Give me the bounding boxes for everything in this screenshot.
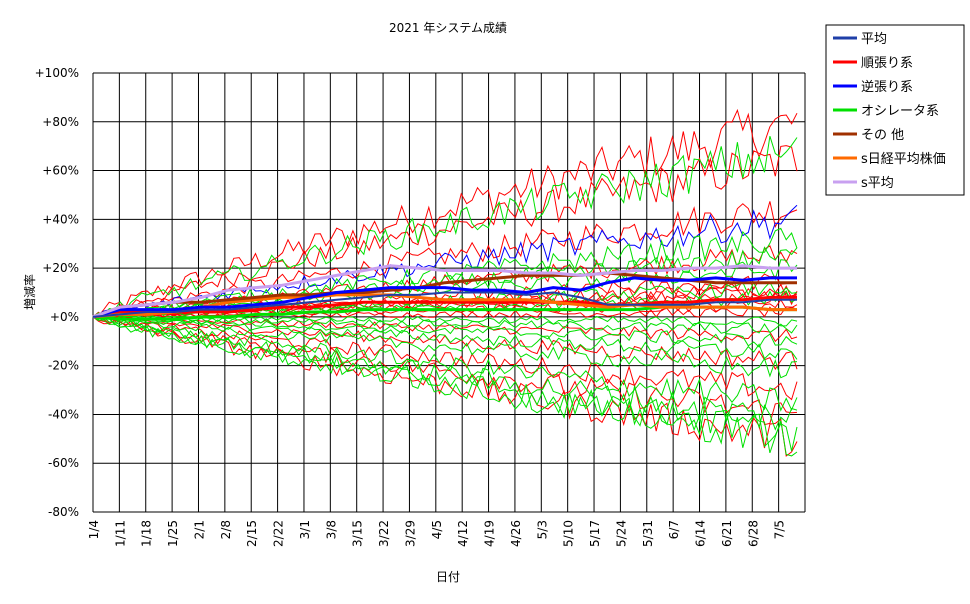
y-tick-label-8: -60% <box>48 456 79 470</box>
background-line-oscillator_system-13 <box>92 316 798 457</box>
x-tick-label-18: 5/10 <box>562 520 576 547</box>
background-line-trend_system-13 <box>92 314 798 426</box>
background-line-oscillator_system-0 <box>92 136 798 318</box>
y-tick-label-5: +0% <box>50 310 79 324</box>
main-series <box>92 264 797 321</box>
chart-title: 2021 年システム成績 <box>389 21 507 35</box>
series-line-5 <box>92 293 797 319</box>
legend-label-4: その 他 <box>861 128 904 143</box>
y-tick-label-9: -80% <box>48 505 79 519</box>
series-line-0 <box>92 291 797 318</box>
y-tick-label-6: -20% <box>48 359 79 373</box>
x-tick-label-21: 5/31 <box>641 520 655 547</box>
x-axis-ticks: 1/4 1/11 1/18 1/25 2/1 2/8 2/15 2/22 3/1 3/8 3/15 3… <box>87 520 787 547</box>
x-tick-label-24: 6/21 <box>720 520 734 547</box>
background-line-trend_system-0 <box>92 108 798 318</box>
x-tick-label-13: 4/5 <box>430 520 444 539</box>
x-tick-label-1: 1/11 <box>113 520 127 547</box>
y-tick-label-1: +80% <box>42 115 79 129</box>
background-line-oscillator_system-9 <box>92 315 798 360</box>
legend-label-5: s日経平均株価 <box>861 152 946 167</box>
x-tick-label-17: 5/3 <box>535 520 549 539</box>
x-tick-label-6: 2/15 <box>245 520 259 547</box>
y-tick-label-0: +100% <box>35 66 79 80</box>
x-tick-label-3: 1/25 <box>166 520 180 547</box>
background-line-oscillator_system-7 <box>92 315 798 334</box>
x-tick-label-7: 2/22 <box>272 520 286 547</box>
y-tick-label-3: +40% <box>42 212 79 226</box>
y-tick-label-7: -40% <box>48 407 79 421</box>
legend-label-3: オシレータ系 <box>861 104 939 119</box>
x-tick-label-16: 4/26 <box>509 520 523 547</box>
x-tick-label-19: 5/17 <box>588 520 602 547</box>
x-tick-label-4: 2/1 <box>192 520 206 539</box>
background-line-oscillator_system-10 <box>92 314 798 379</box>
x-tick-label-15: 4/19 <box>483 520 497 547</box>
series-line-2 <box>92 276 797 319</box>
x-tick-label-26: 7/5 <box>773 520 787 539</box>
x-tick-label-23: 6/14 <box>694 520 708 547</box>
background-line-trend_system-14 <box>92 316 798 457</box>
y-tick-label-4: +20% <box>42 261 79 275</box>
legend-label-1: 順張り系 <box>861 56 913 71</box>
background-line-oscillator_system-6 <box>92 315 798 327</box>
series-line-1 <box>92 295 797 319</box>
x-tick-label-11: 3/22 <box>377 520 391 547</box>
x-tick-label-5: 2/8 <box>219 520 233 539</box>
x-tick-label-20: 5/24 <box>614 520 628 547</box>
x-tick-label-14: 4/12 <box>456 520 470 547</box>
legend-label-6: s平均 <box>861 176 894 191</box>
y-axis-label: 増減率 <box>22 274 37 310</box>
grid <box>92 72 806 513</box>
x-tick-label-2: 1/18 <box>140 520 154 547</box>
x-tick-label-9: 3/8 <box>324 520 338 539</box>
y-tick-label-2: +60% <box>42 164 79 178</box>
x-tick-label-8: 3/1 <box>298 520 312 539</box>
legend-label-2: 逆張り系 <box>861 79 913 95</box>
background-line-trend_system-10 <box>92 315 798 343</box>
x-axis-label: 日付 <box>436 570 460 584</box>
background-line-oscillator_system-8 <box>92 315 798 348</box>
x-tick-label-22: 6/7 <box>667 520 681 539</box>
background-line-oscillator_system-11 <box>93 316 798 412</box>
series-line-6 <box>92 264 797 319</box>
x-tick-label-10: 3/15 <box>351 520 365 547</box>
background-line-oscillator_system-14 <box>92 316 798 452</box>
x-tick-label-0: 1/4 <box>87 520 101 539</box>
legend-label-0: 平均 <box>861 32 887 47</box>
x-tick-label-12: 3/29 <box>403 520 417 547</box>
x-tick-label-25: 6/28 <box>746 520 760 547</box>
background-line-trend_system-1 <box>92 145 798 318</box>
y-axis-ticks: +100% +80% +60% +40% +20% +0% -20% -40% -60% -80% <box>35 66 79 519</box>
background-line-oscillator_system-12 <box>92 316 798 431</box>
